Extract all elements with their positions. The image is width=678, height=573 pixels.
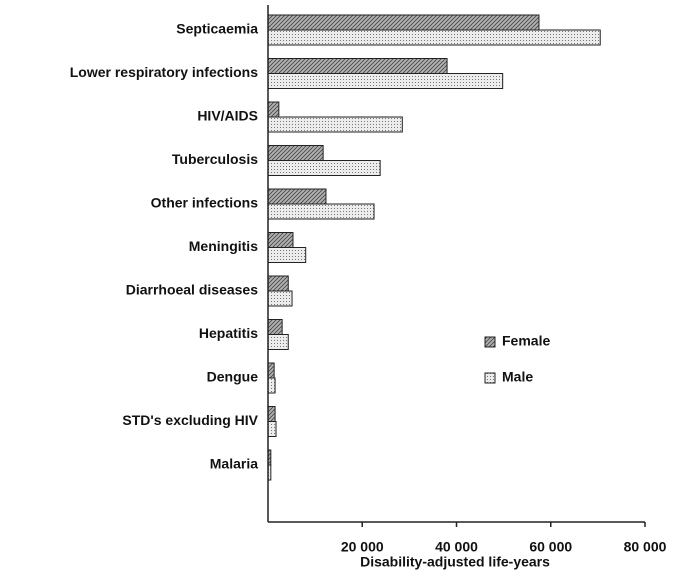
bar (267, 203, 375, 220)
legend-label: Male (502, 369, 533, 385)
bar (267, 14, 540, 31)
bar (267, 247, 307, 263)
y-tick-label: Tuberculosis (172, 151, 258, 167)
y-tick-label: Meningitis (189, 238, 258, 254)
bar (267, 160, 381, 176)
legend-swatch (484, 372, 496, 384)
bar (267, 232, 294, 248)
bar (267, 58, 448, 74)
bar (267, 29, 601, 46)
y-tick-label: Hepatitis (199, 325, 258, 341)
x-tick-label: 80 000 (624, 539, 667, 555)
legend-label: Female (502, 333, 550, 349)
bar (267, 377, 276, 394)
bar (267, 73, 504, 89)
bar (267, 145, 324, 161)
x-tick-label: 20 000 (341, 539, 384, 555)
y-tick-label: HIV/AIDS (197, 108, 258, 124)
x-tick-label: 60 000 (529, 539, 572, 555)
bar (267, 275, 289, 292)
bar (267, 101, 280, 118)
x-axis-label: Disability-adjusted life-years (360, 554, 550, 570)
bar (267, 188, 327, 205)
bar (267, 319, 283, 335)
y-tick-label: Other infections (151, 195, 259, 211)
bar (267, 362, 275, 379)
y-tick-label: Diarrhoeal diseases (126, 282, 259, 298)
y-tick-label: STD's excluding HIV (122, 412, 258, 428)
y-tick-label: Septicaemia (176, 21, 258, 37)
bar (267, 290, 293, 307)
y-tick-label: Dengue (207, 369, 259, 385)
bar (267, 421, 277, 437)
y-tick-label: Malaria (210, 456, 258, 472)
legend-swatch (484, 336, 496, 348)
bar (267, 334, 289, 350)
bar (267, 116, 403, 133)
y-tick-label: Lower respiratory infections (70, 64, 258, 80)
x-tick-label: 40 000 (435, 539, 478, 555)
bar (267, 406, 276, 422)
